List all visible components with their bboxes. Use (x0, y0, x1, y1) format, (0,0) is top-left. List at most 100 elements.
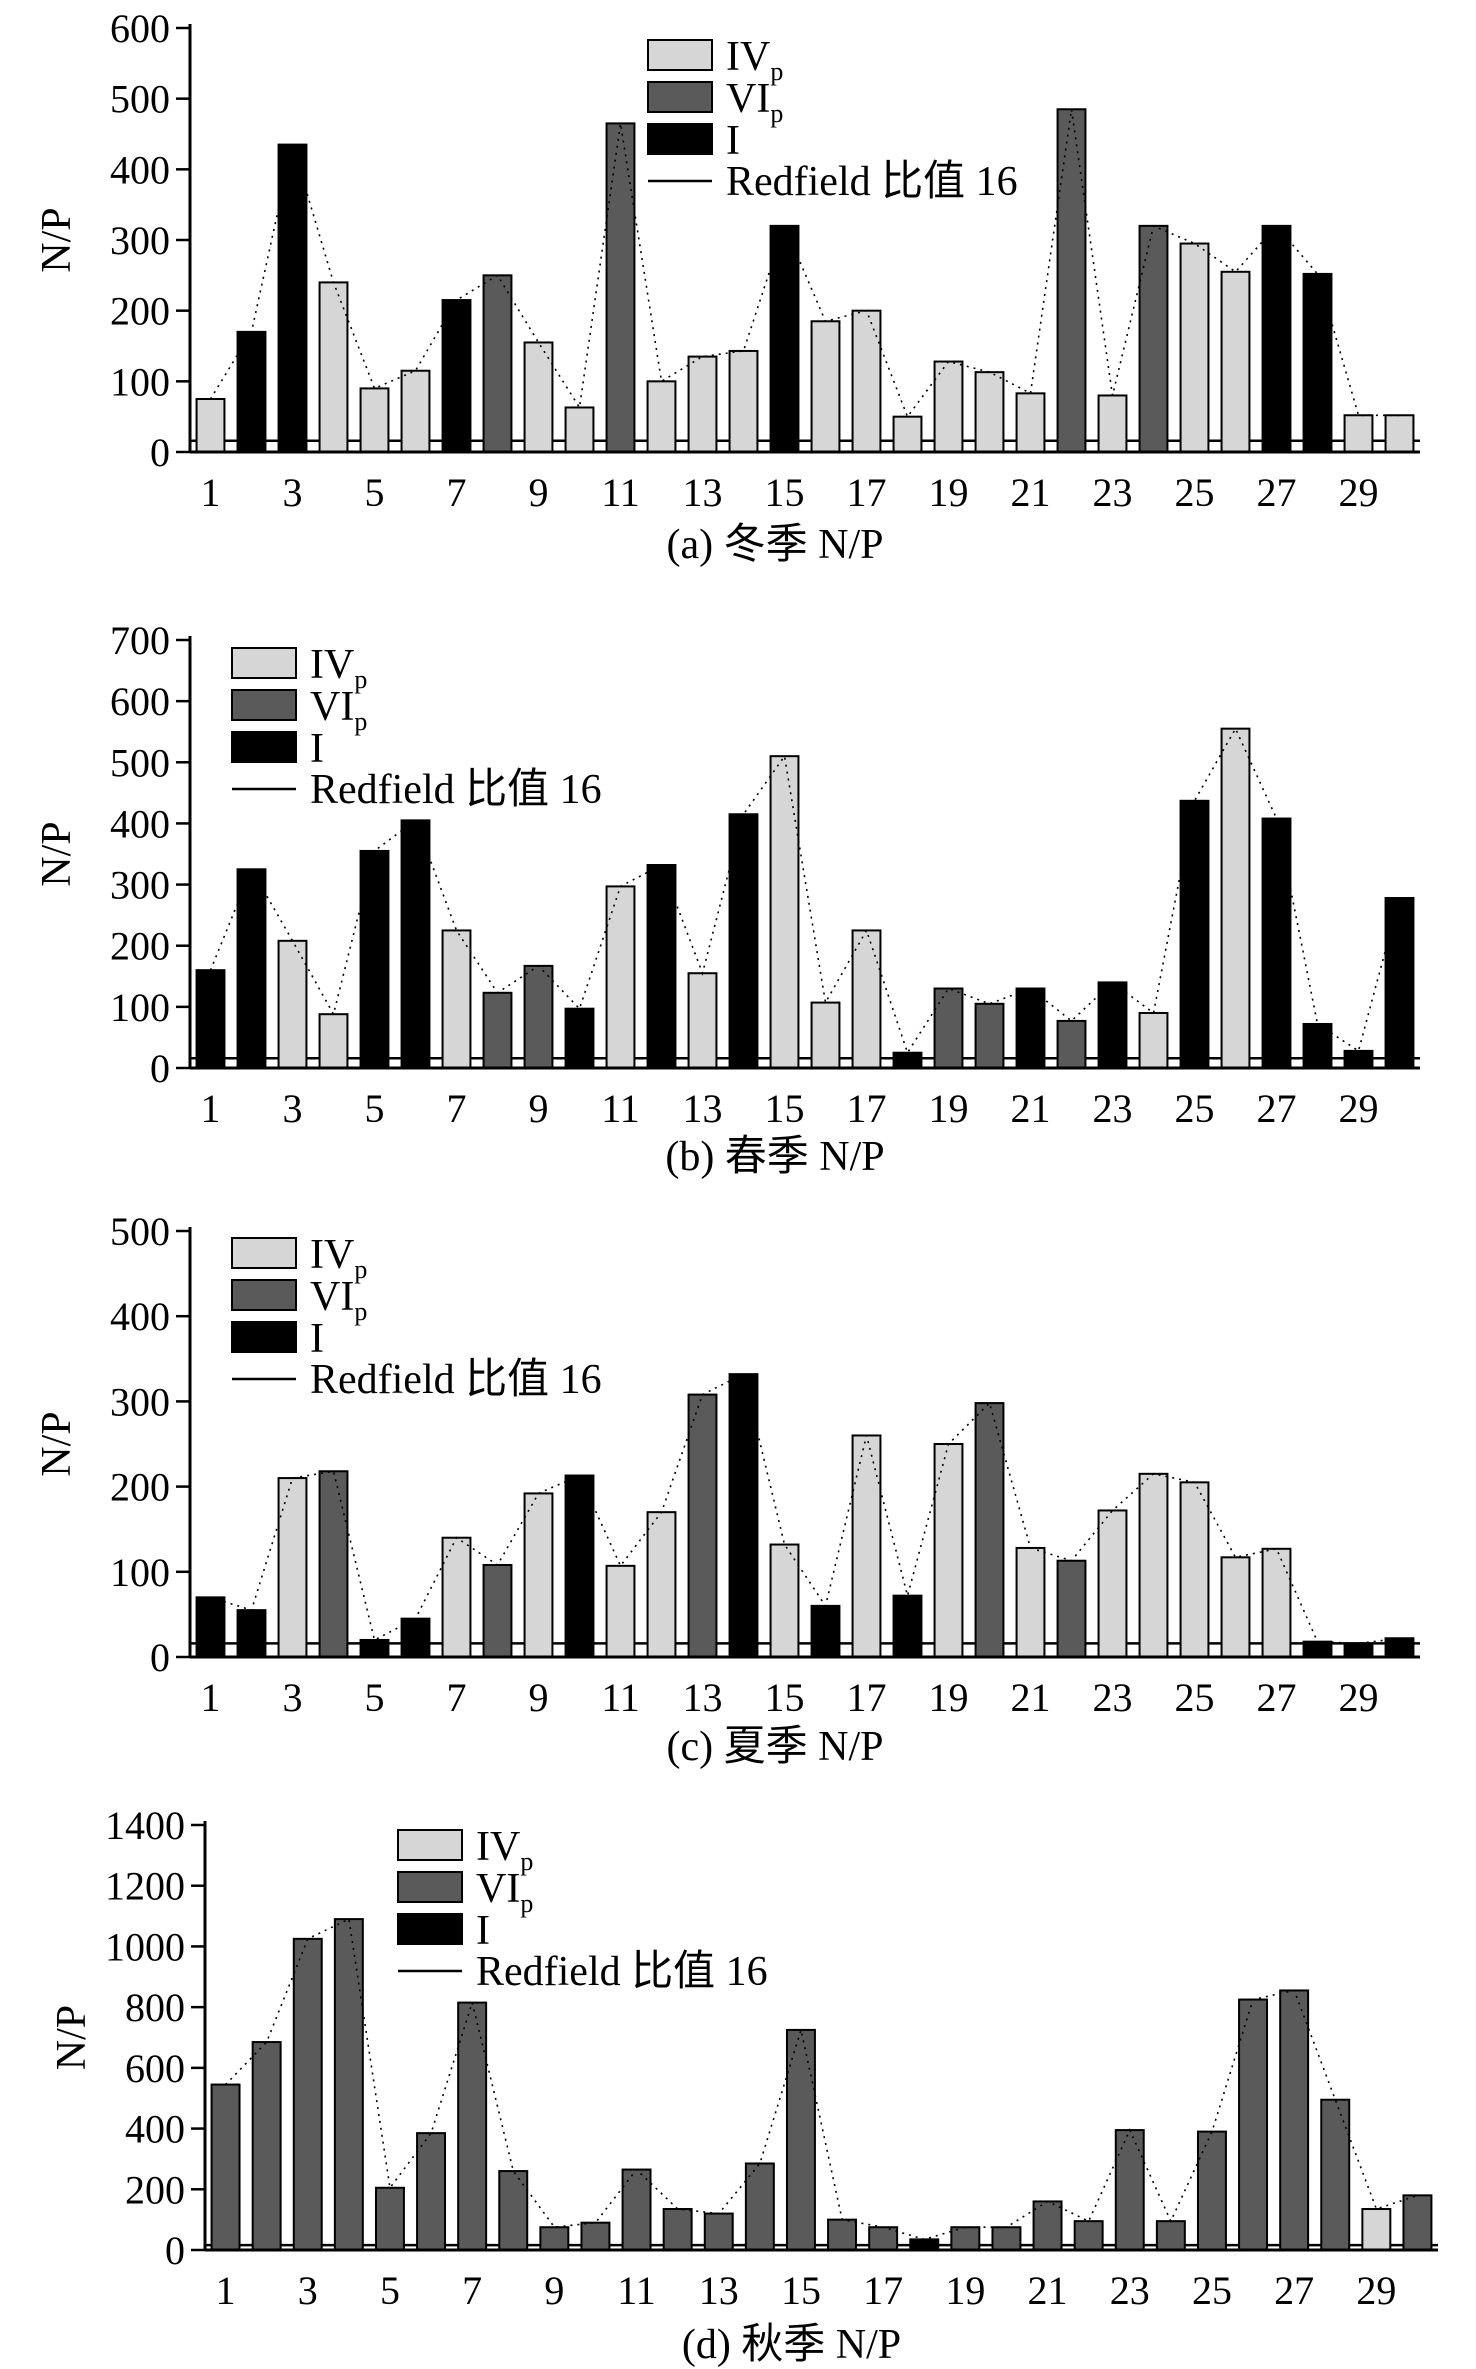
x-tick-label: 3 (283, 1086, 303, 1131)
bar-i (892, 1594, 923, 1659)
bar-iv (359, 387, 390, 453)
y-tick-label: 1400 (105, 1803, 185, 1848)
y-axis-label: N/P (34, 821, 80, 886)
bar-i (1384, 1637, 1415, 1658)
x-tick-label: 27 (1257, 1675, 1297, 1720)
bar-vi (933, 987, 964, 1069)
bar-iv (974, 371, 1005, 453)
bar-iv (523, 1492, 554, 1659)
x-tick-label: 1 (216, 2268, 236, 2313)
bar-i (1261, 224, 1292, 453)
bar-vi (482, 1563, 513, 1659)
bar-i (359, 1638, 390, 1658)
legend-subscript: p (520, 1889, 533, 1918)
bar-i (810, 1604, 841, 1659)
x-tick-label: 25 (1175, 470, 1215, 515)
bar-vi (1196, 2130, 1227, 2252)
legend-label-iv: IVp (310, 1232, 367, 1284)
bar-iv (1138, 1011, 1169, 1070)
x-tick-label: 17 (863, 2268, 903, 2313)
bar-vi (333, 1918, 364, 2252)
panel-caption: (b) 春季 N/P (665, 1134, 884, 1180)
bar-iv (1220, 270, 1251, 453)
bar-vi (974, 1002, 1005, 1069)
x-tick-label: 11 (601, 1086, 640, 1131)
y-tick-label: 300 (110, 863, 170, 908)
y-tick-label: 500 (110, 77, 170, 122)
x-tick-label: 7 (447, 1675, 467, 1720)
x-tick-label: 23 (1110, 2268, 1150, 2313)
legend-label-i: I (476, 1908, 490, 1954)
x-tick-label: 5 (380, 2268, 400, 2313)
y-tick-label: 200 (110, 1465, 170, 1510)
bar-i (400, 819, 431, 1069)
bar-iv (646, 380, 677, 454)
bar-vi (416, 2132, 447, 2251)
bar-iv (728, 349, 759, 453)
bar-vi (374, 2186, 405, 2251)
x-tick-label: 3 (298, 2268, 318, 2313)
x-tick-label: 25 (1175, 1675, 1215, 1720)
legend-swatch-i (647, 123, 713, 155)
bar-vi (1279, 1989, 1310, 2251)
x-tick-label: 11 (617, 2268, 656, 2313)
y-axis-label: N/P (49, 2005, 95, 2070)
bar-i (564, 1007, 595, 1069)
bar-iv (1097, 394, 1128, 454)
bar-iv (318, 281, 349, 453)
bar-i (1179, 799, 1210, 1069)
bar-vi (457, 2001, 488, 2251)
bar-i (1261, 817, 1292, 1070)
bar-i (236, 868, 267, 1069)
bar-iv (810, 320, 841, 453)
bar-vi (662, 2208, 693, 2251)
bar-i (909, 2238, 940, 2251)
y-tick-label: 400 (110, 1294, 170, 1339)
bar-iv (1015, 392, 1046, 454)
bar-vi (1056, 108, 1087, 454)
bar-vi (1238, 1998, 1269, 2252)
bar-vi (210, 2083, 241, 2251)
x-tick-label: 15 (765, 1086, 805, 1131)
x-tick-label: 15 (765, 470, 805, 515)
legend-swatch-i (231, 1321, 297, 1353)
y-tick-label: 1000 (105, 1924, 185, 1969)
bar-i (236, 330, 267, 453)
legend-subscript: p (354, 665, 367, 694)
y-tick-label: 400 (110, 147, 170, 192)
bar-iv (1179, 1481, 1210, 1658)
legend-subscript: p (354, 707, 367, 736)
bar-vi (523, 964, 554, 1069)
y-tick-label: 700 (110, 618, 170, 663)
bar-vi (1114, 2129, 1145, 2252)
bar-vi (785, 2028, 816, 2252)
bar-iv (1138, 1472, 1169, 1658)
bar-vi (1155, 2220, 1186, 2251)
bar-vi (318, 1470, 349, 1659)
bar-vi (498, 2170, 529, 2252)
y-tick-label: 600 (110, 679, 170, 724)
bar-iv (605, 1564, 636, 1659)
bar-vi (1032, 2200, 1063, 2251)
bar-iv (441, 929, 472, 1070)
x-tick-label: 13 (683, 470, 723, 515)
bar-i (892, 1051, 923, 1069)
x-tick-label: 15 (781, 2268, 821, 2313)
y-tick-label: 600 (125, 2046, 185, 2091)
bar-iv (277, 939, 308, 1070)
bar-vi (621, 2168, 652, 2251)
bar-i (236, 1609, 267, 1659)
bar-iv (769, 755, 800, 1070)
y-tick-label: 800 (125, 1985, 185, 2030)
bar-iv (851, 309, 882, 453)
x-tick-label: 5 (365, 1675, 385, 1720)
y-axis-label: N/P (34, 1411, 80, 1476)
x-tick-label: 1 (201, 1675, 221, 1720)
bar-i (728, 1373, 759, 1658)
x-tick-label: 1 (201, 470, 221, 515)
